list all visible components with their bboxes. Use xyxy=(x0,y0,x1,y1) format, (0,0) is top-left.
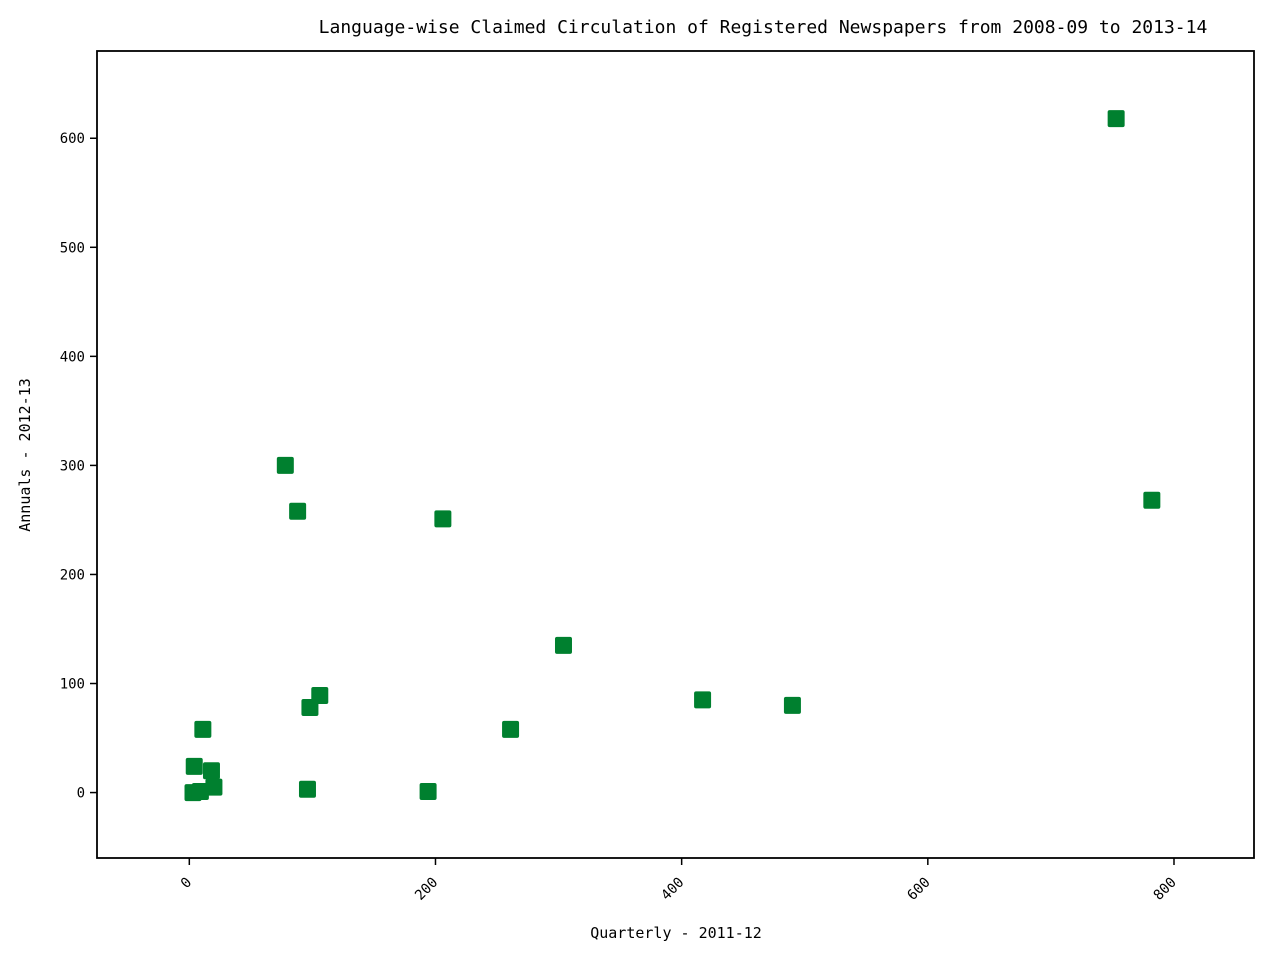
chart-title: Language-wise Claimed Circulation of Reg… xyxy=(319,17,1208,38)
y-tick-label: 600 xyxy=(60,131,85,147)
scatter-point xyxy=(434,510,452,528)
x-axis-label: Quarterly - 2011-12 xyxy=(590,924,762,942)
scatter-point xyxy=(205,778,223,796)
x-axis-ticks: 0 200 400 600 800 xyxy=(178,858,1180,904)
scatter-point xyxy=(1143,491,1161,509)
y-axis-ticks: 0 100 200 300 400 500 600 xyxy=(60,131,97,802)
y-tick-label: 0 xyxy=(77,786,85,802)
scatter-point xyxy=(783,696,801,714)
y-tick-label: 200 xyxy=(60,567,85,583)
y-tick-label: 100 xyxy=(60,677,85,693)
x-tick-label: 200 xyxy=(412,875,441,904)
scatter-point xyxy=(194,720,212,738)
scatter-point xyxy=(298,780,316,798)
data-points xyxy=(184,110,1161,802)
x-tick-label: 600 xyxy=(904,875,933,904)
scatter-point xyxy=(301,699,319,717)
scatter-point xyxy=(202,762,220,780)
scatter-point xyxy=(191,782,209,800)
y-tick-label: 500 xyxy=(60,240,85,256)
plot-area xyxy=(96,50,1255,859)
scatter-point xyxy=(502,720,520,738)
y-tick-label: 300 xyxy=(60,458,85,474)
scatter-point xyxy=(694,691,712,709)
x-tick-label: 800 xyxy=(1151,875,1180,904)
y-tick-label: 400 xyxy=(60,349,85,365)
scatter-point xyxy=(1107,110,1125,128)
x-tick-label: 400 xyxy=(658,875,687,904)
scatter-point xyxy=(185,757,203,775)
y-axis-label: Annuals - 2012-13 xyxy=(16,378,34,532)
x-tick-label: 0 xyxy=(178,875,195,892)
scatter-point xyxy=(554,636,572,654)
scatter-point xyxy=(276,456,294,474)
scatter-point xyxy=(289,502,307,520)
scatter-point xyxy=(419,782,437,800)
